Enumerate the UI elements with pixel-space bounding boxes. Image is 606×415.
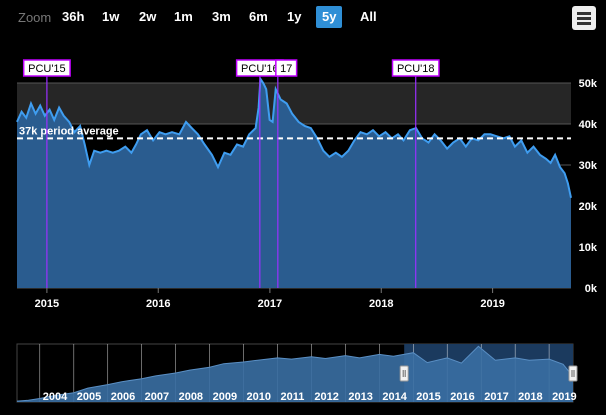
navigator-label: 2010 bbox=[247, 391, 271, 403]
navigator-label: 2014 bbox=[382, 391, 407, 403]
x-tick-label: 2018 bbox=[369, 298, 393, 310]
navigator-label: 2006 bbox=[111, 391, 135, 403]
range-selector-toolbar: Zoom 36h 1w 2w 1m 3m 6m 1y 5y All bbox=[0, 0, 606, 36]
zoom-button-36h[interactable]: 36h bbox=[62, 9, 85, 24]
navigator-label: 2008 bbox=[179, 391, 203, 403]
y-tick-label: 0k bbox=[585, 283, 598, 295]
zoom-button-1m[interactable]: 1m bbox=[174, 9, 193, 24]
y-tick-label: 10k bbox=[579, 242, 598, 254]
x-tick-label: 2019 bbox=[480, 298, 504, 310]
navigator-label: 2019 bbox=[552, 391, 576, 403]
navigator-label: 2004 bbox=[43, 391, 68, 403]
y-axis-ticks: 0k 10k 20k 30k 40k 50k bbox=[579, 78, 598, 295]
hamburger-menu-icon[interactable] bbox=[572, 6, 596, 30]
navigator-label: 2012 bbox=[314, 391, 338, 403]
average-label: 37k period average bbox=[19, 125, 119, 137]
navigator-label: 2016 bbox=[450, 391, 474, 403]
flags: PCU'15 PCU'16 17 PCU'18 bbox=[22, 59, 440, 288]
navigator-handle-left[interactable] bbox=[399, 365, 409, 382]
navigator-label: 2015 bbox=[416, 391, 440, 403]
zoom-label: Zoom bbox=[18, 10, 52, 25]
navigator-label: 2007 bbox=[145, 391, 169, 403]
x-axis-ticks: 2015 2016 2017 2018 2019 bbox=[35, 288, 505, 310]
x-tick-label: 2017 bbox=[258, 298, 282, 310]
flag-box[interactable] bbox=[275, 59, 298, 77]
zoom-button-3m[interactable]: 3m bbox=[212, 9, 231, 24]
navigator-label: 2018 bbox=[518, 391, 542, 403]
flag-label: PCU'18 bbox=[397, 63, 435, 75]
navigator-label: 2005 bbox=[77, 391, 101, 403]
navigator-label: 2013 bbox=[348, 391, 372, 403]
navigator-handle-right[interactable] bbox=[568, 365, 578, 382]
navigator-area bbox=[17, 346, 573, 402]
y-tick-label: 30k bbox=[579, 160, 598, 172]
main-series-area bbox=[17, 78, 571, 289]
x-tick-label: 2016 bbox=[146, 298, 170, 310]
y-tick-label: 50k bbox=[579, 78, 598, 90]
flag-label: PCU'16 bbox=[241, 63, 279, 75]
flag-label: PCU'15 bbox=[28, 63, 66, 75]
flag-box[interactable] bbox=[391, 59, 440, 77]
y-tick-label: 40k bbox=[579, 119, 598, 131]
navigator-line bbox=[16, 345, 574, 402]
navigator-label: 2017 bbox=[484, 391, 508, 403]
flag-label: 17 bbox=[280, 63, 292, 75]
zoom-button-5y[interactable]: 5y bbox=[316, 6, 343, 28]
navigator[interactable]: 2004 2005 2006 2007 2008 2009 2010 2011 2012 2013… bbox=[16, 343, 578, 403]
flag-box[interactable] bbox=[22, 59, 71, 77]
y-tick-label: 20k bbox=[579, 201, 598, 213]
zoom-button-1y[interactable]: 1y bbox=[287, 9, 302, 24]
navigator-label: 2009 bbox=[213, 391, 237, 403]
navigator-label: 2011 bbox=[280, 391, 304, 403]
zoom-button-1w[interactable]: 1w bbox=[102, 9, 120, 24]
zoom-button-All[interactable]: All bbox=[360, 9, 377, 24]
zoom-button-2w[interactable]: 2w bbox=[139, 9, 157, 24]
zoom-button-6m[interactable]: 6m bbox=[249, 9, 268, 24]
x-tick-label: 2015 bbox=[35, 298, 59, 310]
